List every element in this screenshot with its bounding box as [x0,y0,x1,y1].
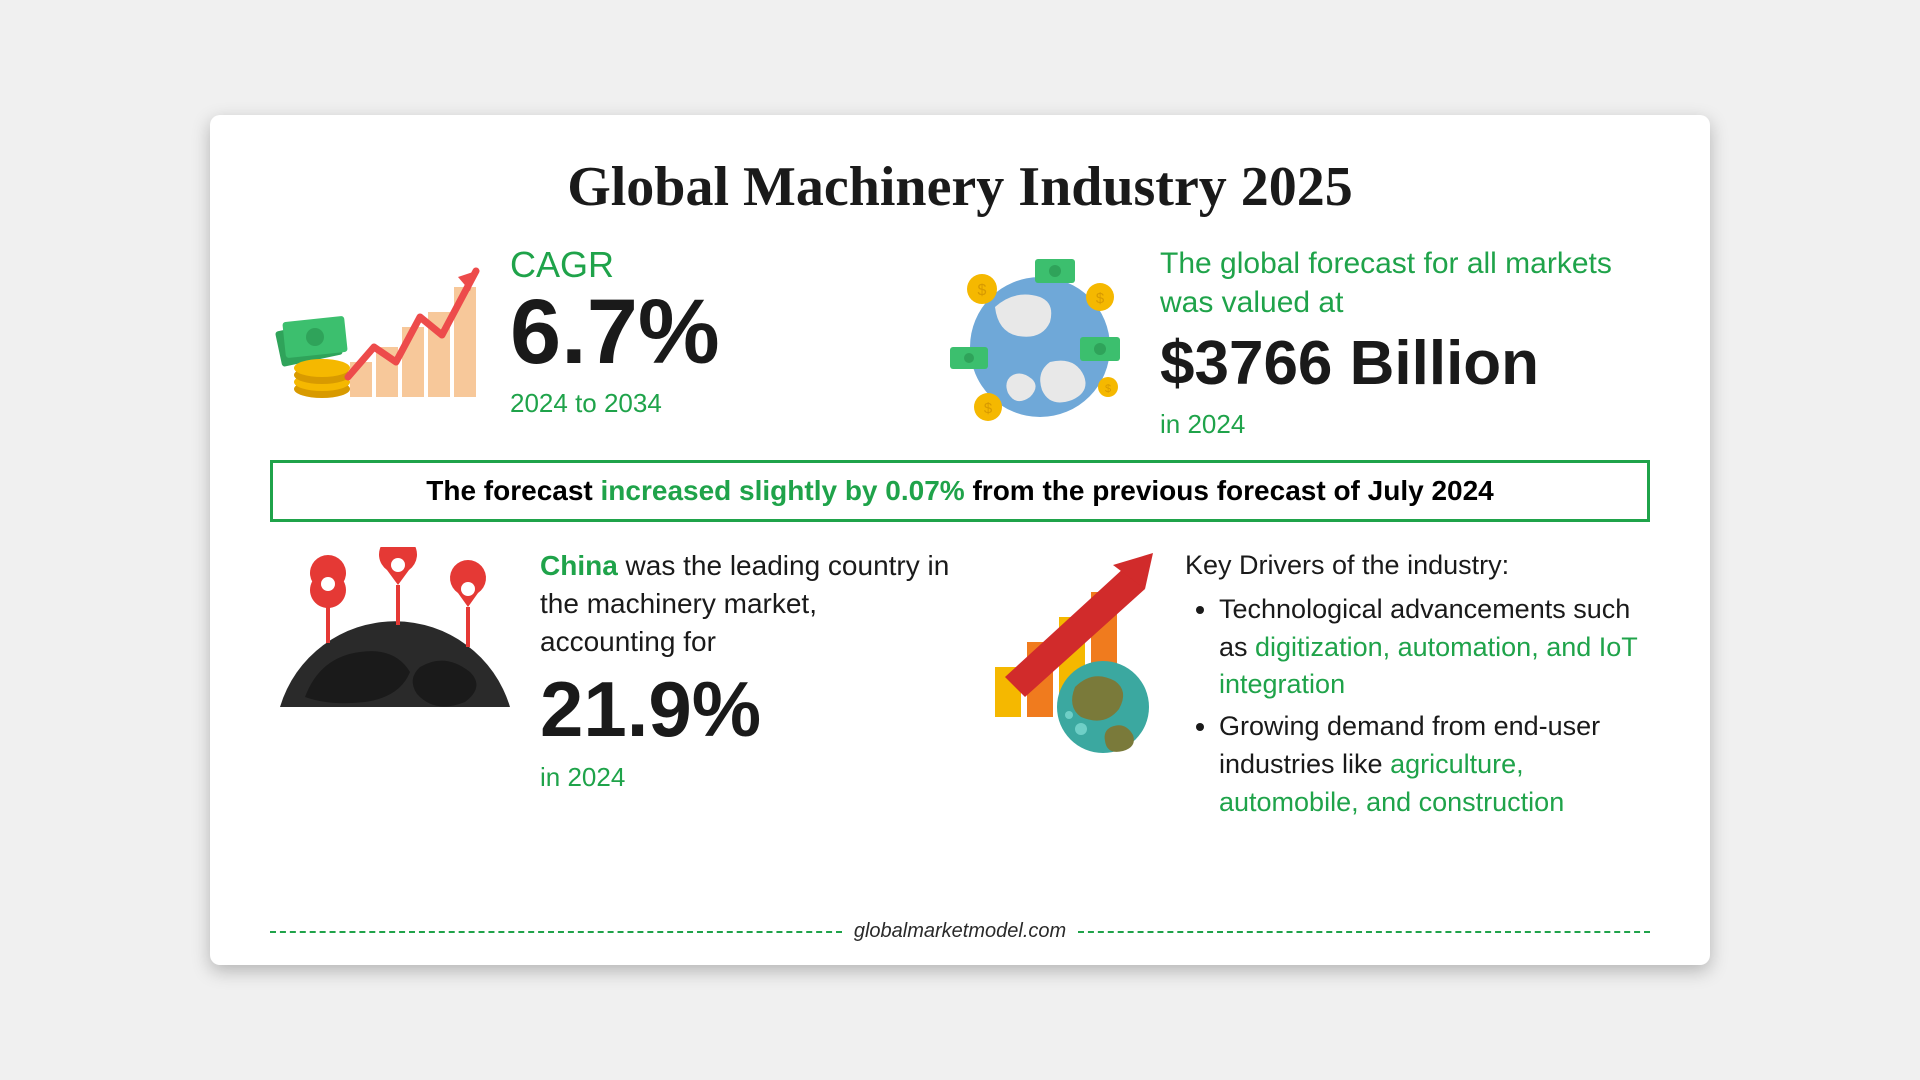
cagr-block: CAGR 6.7% 2024 to 2034 [270,244,910,419]
forecast-banner: The forecast increased slightly by 0.07%… [270,460,1650,522]
svg-text:$: $ [1096,290,1105,307]
driver-green: digitization, automation, and IoT integr… [1219,632,1637,700]
drivers-list: Technological advancements such as digit… [1185,591,1650,822]
svg-text:$: $ [984,400,993,417]
cagr-period: 2024 to 2034 [510,388,720,419]
footer-dash-left [270,931,842,933]
valuation-intro: The global forecast for all markets was … [1160,244,1650,322]
footer-site: globalmarketmodel.com [842,920,1078,943]
driver-item: Growing demand from end-user industries … [1219,708,1650,821]
china-block: China was the leading country in the mac… [270,547,960,793]
banner-suffix: from the previous forecast of July 2024 [965,475,1494,506]
valuation-year: in 2024 [1160,409,1650,440]
china-year: in 2024 [540,762,960,793]
valuation-text: The global forecast for all markets was … [1160,244,1650,440]
drivers-header: Key Drivers of the industry: [1185,547,1650,585]
china-pct: 21.9% [540,670,960,748]
svg-text:$: $ [978,282,987,299]
banner-highlight: increased slightly by 0.07% [601,475,965,506]
world-pins-icon [270,547,520,737]
driver-item: Technological advancements such as digit… [1219,591,1650,704]
footer-dash-right [1078,931,1650,933]
cagr-text: CAGR 6.7% 2024 to 2034 [510,244,720,419]
svg-text:$: $ [1105,383,1111,395]
page-title: Global Machinery Industry 2025 [270,155,1650,219]
bars-globe-arrow-icon [985,547,1165,757]
drivers-block: Key Drivers of the industry: Technologic… [985,547,1650,826]
row-top: CAGR 6.7% 2024 to 2034 $ $ $ $ Th [270,244,1650,440]
china-country: China [540,550,618,581]
globe-money-icon: $ $ $ $ [940,247,1140,437]
cagr-label: CAGR [510,244,720,286]
valuation-block: $ $ $ $ The global forecast for all mark… [940,244,1650,440]
drivers-text: Key Drivers of the industry: Technologic… [1185,547,1650,826]
growth-chart-icon [270,247,490,417]
row-bottom: China was the leading country in the mac… [270,547,1650,826]
china-text: China was the leading country in the mac… [540,547,960,793]
cagr-value: 6.7% [510,286,720,378]
banner-prefix: The forecast [426,475,600,506]
valuation-value: $3766 Billion [1160,328,1650,399]
infographic-card: Global Machinery Industry 2025 [210,115,1710,965]
footer: globalmarketmodel.com [270,920,1650,943]
